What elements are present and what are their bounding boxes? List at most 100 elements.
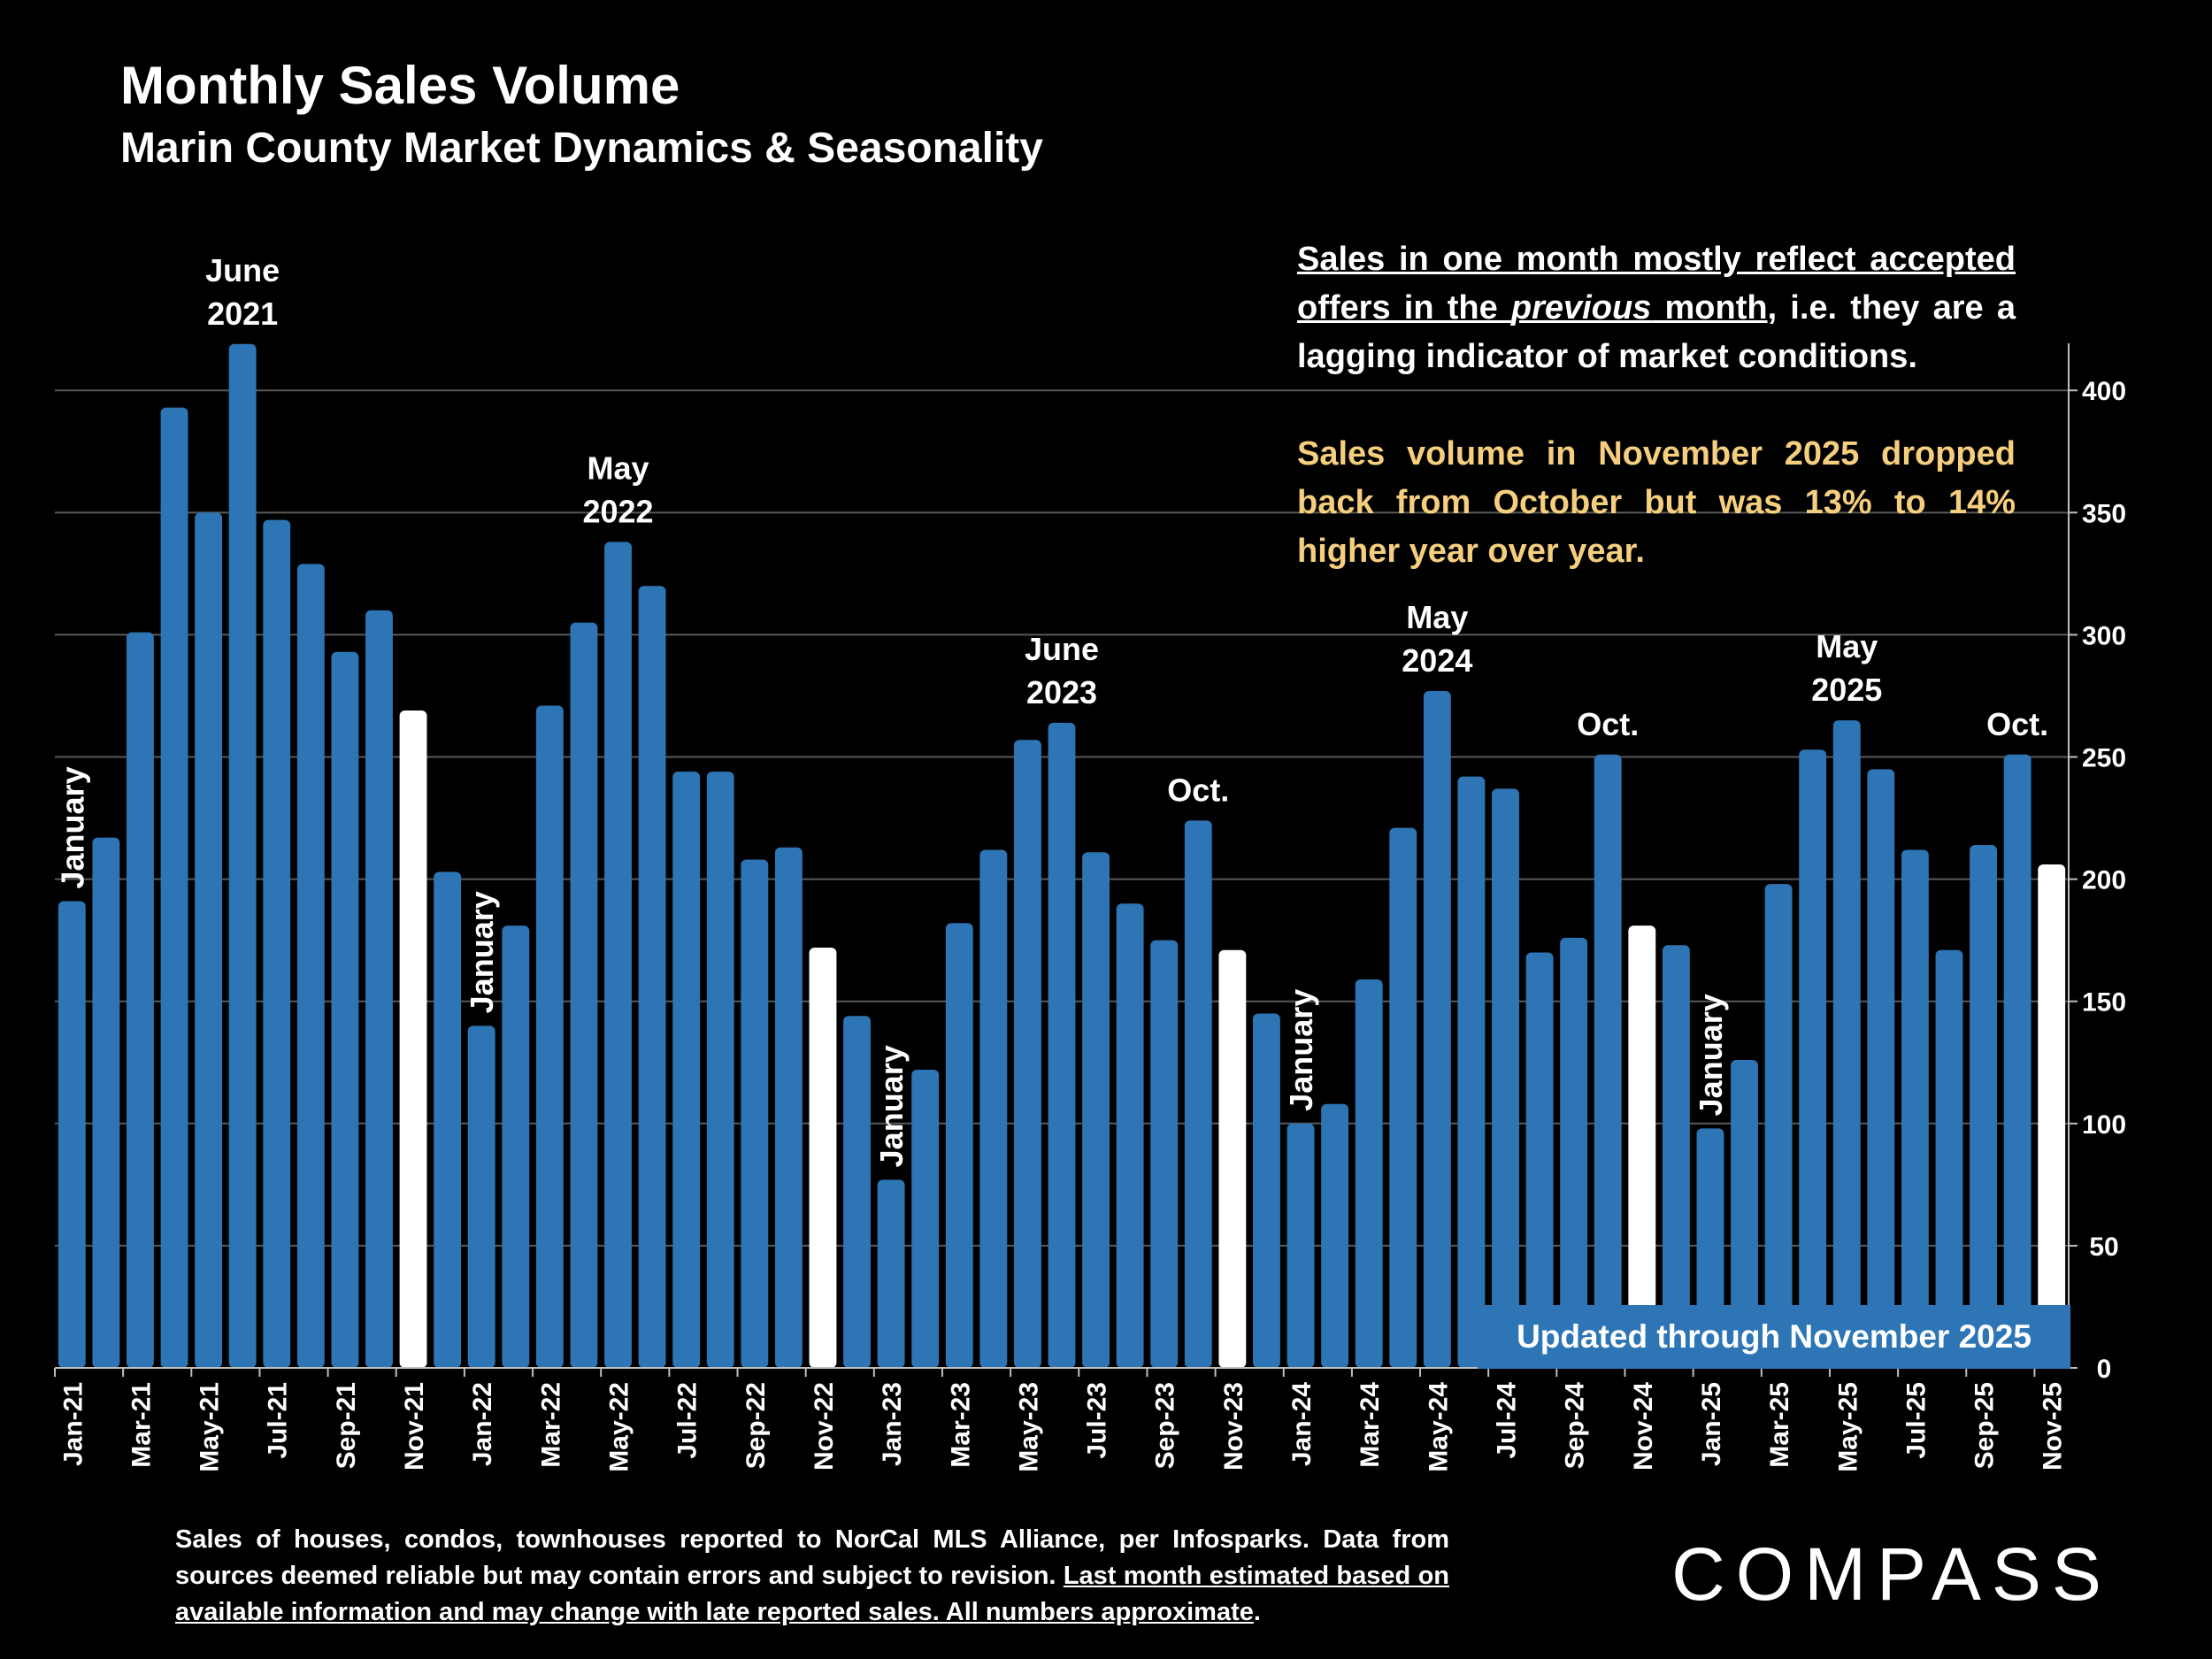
- page-subtitle: Marin County Market Dynamics & Seasonali…: [120, 125, 1043, 172]
- annotation-january: January: [873, 1045, 910, 1167]
- y-tick-label: 200: [2082, 866, 2126, 895]
- footnote-plain: Sales of houses, condos, townhouses repo…: [175, 1525, 1449, 1590]
- bar-Sep-24: [1560, 937, 1588, 1368]
- x-tick-label: May-21: [196, 1382, 225, 1472]
- x-tick-label: May-23: [1014, 1382, 1043, 1472]
- annotation-label: May: [1406, 599, 1468, 635]
- annotation-label: June: [205, 252, 280, 288]
- note-highlight: Sales volume in November 2025 dropped ba…: [1297, 435, 2016, 570]
- bar-Dec-24: [1662, 945, 1690, 1368]
- annotation-label: 2021: [207, 296, 278, 332]
- bar-Sep-23: [1150, 940, 1179, 1368]
- y-tick-label: 100: [2082, 1110, 2126, 1140]
- y-tick-label: 300: [2082, 621, 2126, 650]
- bar-Oct-22: [774, 847, 803, 1368]
- bar-Jun-21: [228, 343, 257, 1368]
- bar-Mar-24: [1355, 979, 1383, 1368]
- bar-Feb-22: [502, 926, 530, 1368]
- bar-Mar-21: [127, 632, 154, 1368]
- bar-Jun-25: [1867, 769, 1895, 1368]
- x-tick-label: Nov-24: [1629, 1382, 1658, 1471]
- annotation-january: January: [54, 766, 90, 888]
- bar-Nov-22: [809, 947, 837, 1368]
- bar-Oct-25: [2003, 754, 2032, 1368]
- x-axis-tick-labels: Jan-21 Mar-21 May-21 Jul-21 Sep-21 Nov-21 Jan-…: [58, 1382, 2067, 1472]
- y-tick-label: 250: [2082, 744, 2126, 773]
- annotation-label: Oct.: [1167, 772, 1229, 808]
- annotation-label: 2024: [1402, 642, 1472, 679]
- x-tick-label: Jul-24: [1492, 1382, 1521, 1459]
- bar-Jul-24: [1492, 788, 1519, 1368]
- bar-Aug-23: [1116, 903, 1144, 1368]
- bar-Jul-25: [1901, 849, 1929, 1368]
- bar-Aug-22: [706, 772, 734, 1368]
- bar-Nov-21: [399, 710, 427, 1368]
- bar-Nov-23: [1218, 949, 1247, 1368]
- bar-Sep-22: [741, 859, 769, 1368]
- note-rest: , i.e. they are a lagging indicator of m…: [1297, 289, 2016, 375]
- bar-Jan-24: [1286, 1123, 1315, 1368]
- bar-Apr-22: [570, 622, 598, 1368]
- footnote-end: .: [1253, 1598, 1261, 1626]
- bar-May-25: [1832, 720, 1861, 1368]
- x-tick-label: Nov-21: [400, 1382, 429, 1471]
- bar-Jul-22: [672, 772, 701, 1368]
- bar-Apr-21: [160, 407, 188, 1369]
- note-lagging-indicator: Sales in one month mostly reflect accept…: [1297, 235, 2016, 381]
- x-tick-label: Jul-25: [1901, 1382, 1931, 1459]
- compass-logo: COMPASS: [1671, 1532, 2101, 1610]
- x-tick-label: Sep-24: [1561, 1382, 1590, 1470]
- bar-Sep-21: [331, 651, 359, 1368]
- bar-Feb-23: [911, 1070, 940, 1368]
- bar-Feb-24: [1321, 1103, 1349, 1368]
- bars: [58, 343, 2066, 1369]
- x-tick-label: Mar-21: [127, 1382, 156, 1468]
- annotation-january: January: [1283, 989, 1319, 1111]
- x-tick-label: Mar-24: [1356, 1382, 1385, 1468]
- x-tick-label: Jul-22: [673, 1382, 703, 1459]
- x-tick-label: Mar-25: [1765, 1382, 1794, 1468]
- bar-Aug-21: [296, 564, 325, 1368]
- y-axis-tick-labels: 0 50 100 150 200 250 300 350 400: [2082, 377, 2126, 1384]
- x-tick-label: Sep-25: [1970, 1382, 2000, 1469]
- annotation-label: Oct.: [1986, 706, 2048, 742]
- bar-Apr-24: [1389, 827, 1417, 1368]
- y-tick-label: 50: [2089, 1233, 2118, 1262]
- bar-Sep-25: [1970, 844, 1997, 1368]
- annotation-label: 2025: [1811, 672, 1882, 708]
- bar-Jan-22: [467, 1025, 495, 1368]
- bar-Jan-21: [58, 901, 86, 1368]
- x-tick-label: Jan-22: [468, 1382, 497, 1466]
- x-tick-label: Mar-23: [946, 1382, 975, 1468]
- annotation-label: May: [1816, 628, 1878, 664]
- x-tick-label: Nov-22: [810, 1382, 839, 1471]
- annotation-label: 2022: [582, 493, 653, 529]
- bar-Aug-24: [1525, 952, 1554, 1368]
- bar-Jan-23: [877, 1179, 905, 1368]
- bar-Jun-22: [638, 586, 666, 1368]
- annotation-label: Oct.: [1577, 706, 1639, 742]
- x-tick-label: May-24: [1424, 1382, 1453, 1472]
- bar-Feb-21: [92, 837, 120, 1368]
- bar-Apr-25: [1799, 749, 1827, 1368]
- x-tick-label: May-22: [605, 1382, 634, 1472]
- bar-Jun-23: [1048, 722, 1076, 1368]
- bar-Jul-23: [1082, 852, 1110, 1368]
- bar-Mar-23: [945, 923, 973, 1368]
- note-underlined-b: month: [1651, 289, 1768, 326]
- source-footnote: Sales of houses, condos, townhouses repo…: [175, 1522, 1449, 1631]
- y-tick-label: 150: [2082, 988, 2126, 1018]
- bar-Feb-25: [1731, 1060, 1758, 1368]
- annotation-label: May: [587, 449, 649, 486]
- x-tick-label: Jan-25: [1697, 1382, 1726, 1466]
- commentary-note: Sales in one month mostly reflect accept…: [1297, 235, 2016, 576]
- bar-Oct-24: [1594, 754, 1622, 1368]
- bar-Dec-23: [1253, 1013, 1280, 1368]
- bar-May-24: [1423, 690, 1451, 1368]
- x-tick-label: Nov-23: [1219, 1382, 1248, 1471]
- page-title: Monthly Sales Volume: [120, 56, 680, 115]
- note-underlined-a: Sales in one month mostly reflect accept…: [1297, 241, 2016, 326]
- y-tick-label: 0: [2097, 1355, 2112, 1384]
- x-tick-label: Nov-25: [2039, 1382, 2068, 1471]
- x-tick-label: Jan-21: [58, 1382, 88, 1466]
